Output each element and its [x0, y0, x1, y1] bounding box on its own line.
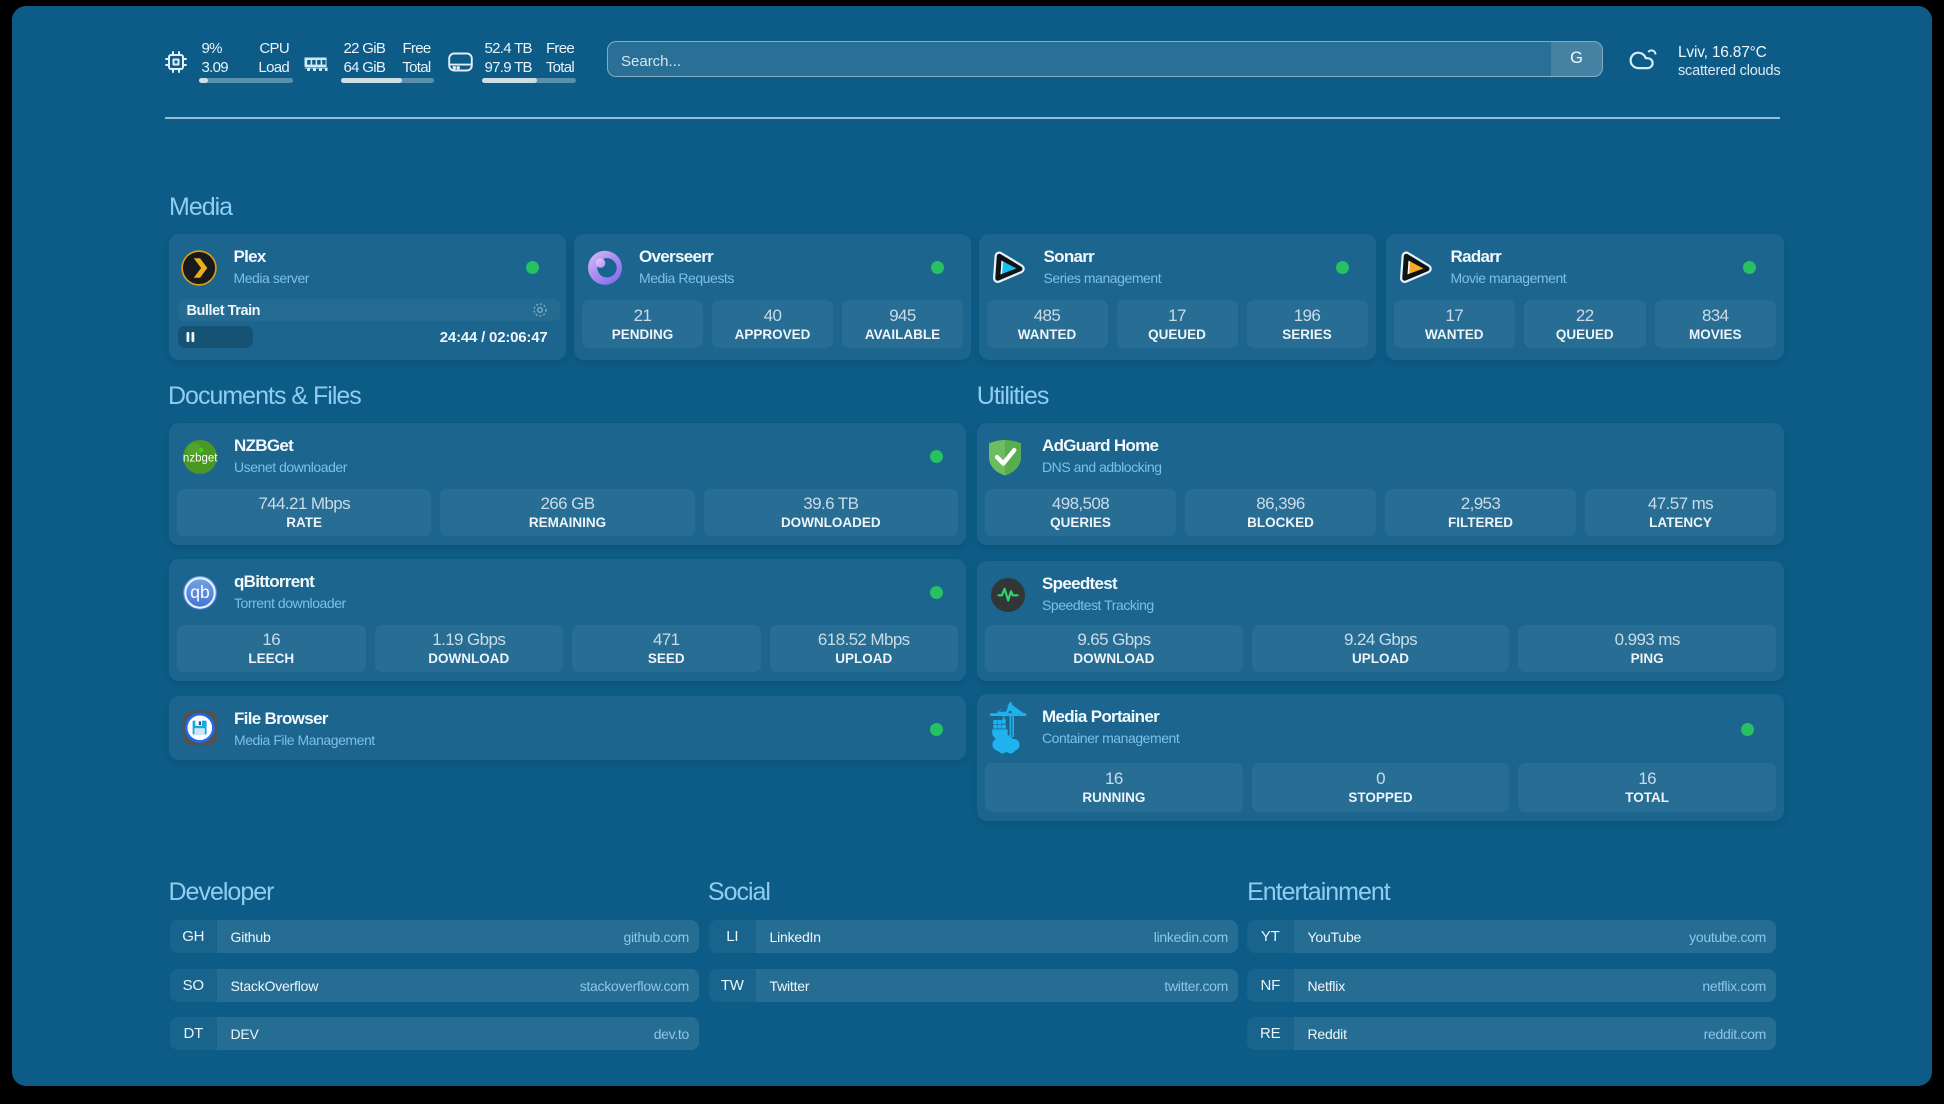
svg-text:qb: qb [190, 582, 209, 602]
svg-text:nzbget: nzbget [182, 453, 217, 465]
